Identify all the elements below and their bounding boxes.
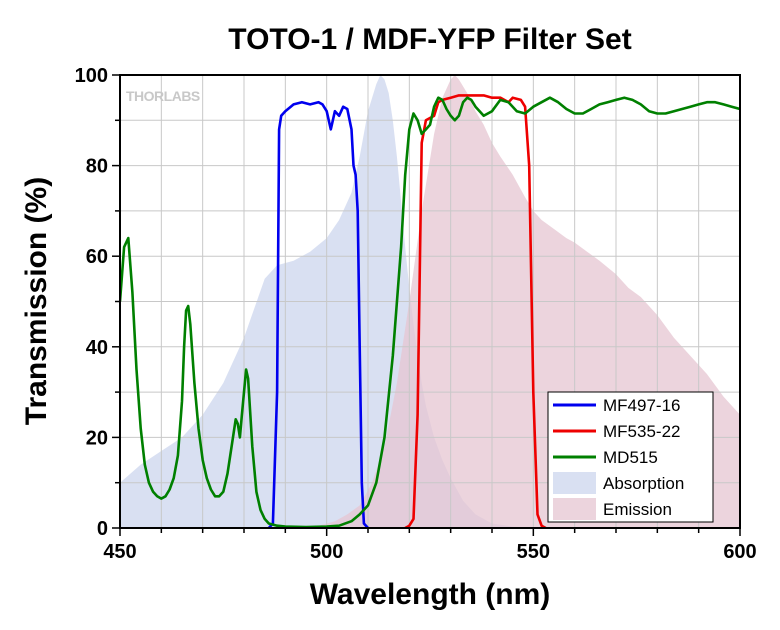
legend-label: Emission xyxy=(603,500,672,519)
watermark-logo: THORLABS xyxy=(126,88,200,104)
series-line-md515 xyxy=(120,96,740,528)
x-tick-label: 450 xyxy=(103,541,136,563)
y-tick-label: 60 xyxy=(86,246,108,268)
legend-item-md515: MD515 xyxy=(553,448,658,467)
legend-label: MD515 xyxy=(603,448,658,467)
legend-label: MF497-16 xyxy=(603,396,680,415)
chart-title: TOTO-1 / MDF-YFP Filter Set xyxy=(228,23,631,56)
line-layer xyxy=(120,94,740,528)
y-tick-label: 0 xyxy=(97,518,108,540)
legend-item-mf497-16: MF497-16 xyxy=(553,396,680,415)
legend-item-emission: Emission xyxy=(553,498,672,520)
series-line-mf535-22 xyxy=(404,94,547,528)
x-axis-title: Wavelength (nm) xyxy=(310,578,551,611)
legend-item-mf535-22: MF535-22 xyxy=(553,422,680,441)
legend-item-absorption: Absorption xyxy=(553,472,684,494)
y-tick-label: 40 xyxy=(86,337,108,359)
legend-label: MF535-22 xyxy=(603,422,680,441)
y-tick-label: 80 xyxy=(86,156,108,178)
y-tick-label: 100 xyxy=(75,65,108,87)
series-line-mf497-16 xyxy=(267,100,369,528)
x-tick-label: 600 xyxy=(723,541,756,563)
y-axis-title: Transmission (%) xyxy=(20,177,53,425)
x-tick-label: 500 xyxy=(310,541,343,563)
legend-label: Absorption xyxy=(603,474,684,493)
tick-layer: 450 500 550 600 0 20 40 60 80 100 xyxy=(75,65,757,563)
legend-swatch xyxy=(553,472,596,494)
legend: MF497-16 MF535-22 MD515 Absorption Emission xyxy=(547,391,714,523)
y-tick-label: 20 xyxy=(86,427,108,449)
x-tick-label: 550 xyxy=(517,541,550,563)
legend-swatch xyxy=(553,498,596,520)
